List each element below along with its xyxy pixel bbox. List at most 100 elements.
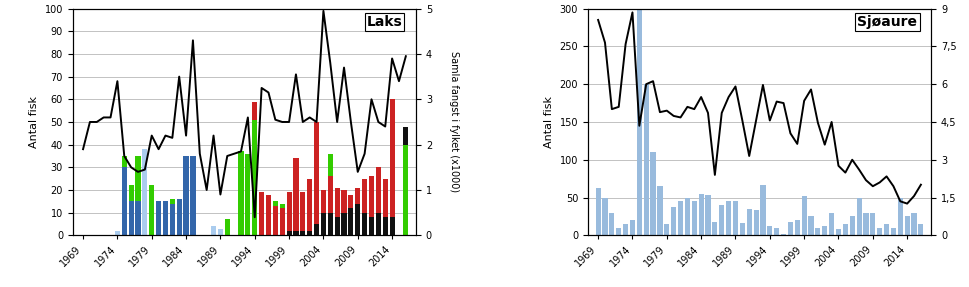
Bar [800,196,806,235]
Bar [773,228,778,235]
Bar [286,231,292,235]
Bar [918,224,922,235]
Text: Sjøaure: Sjøaure [857,15,917,29]
Bar [266,195,270,235]
Text: Laks: Laks [366,15,402,29]
Bar [170,203,174,235]
Bar [746,209,751,235]
Bar [718,205,724,235]
Bar [210,226,216,235]
Y-axis label: Antal fisk: Antal fisk [29,96,39,148]
Bar [245,154,250,235]
Bar [677,201,682,235]
Bar [657,186,662,235]
Bar [883,224,889,235]
Bar [403,145,408,235]
Bar [218,228,223,235]
Bar [293,231,298,235]
Bar [341,190,346,213]
Bar [328,177,332,213]
Bar [375,167,381,213]
Bar [314,224,319,235]
Bar [375,213,381,235]
Bar [170,199,174,203]
Bar [766,226,771,235]
Bar [129,185,134,201]
Bar [348,208,353,235]
Bar [691,201,696,235]
Bar [321,213,326,235]
Bar [629,220,635,235]
Bar [390,99,394,217]
Bar [238,152,243,235]
Bar [355,203,359,235]
Bar [403,127,408,145]
Bar [300,192,305,231]
Bar [286,192,292,231]
Y-axis label: Antal fisk: Antal fisk [544,96,553,148]
Bar [252,120,257,235]
Bar [602,197,607,235]
Bar [183,156,188,235]
Bar [835,229,840,235]
Bar [794,220,799,235]
Bar [114,231,120,235]
Bar [622,224,628,235]
Bar [842,224,847,235]
Bar [314,122,319,224]
Bar [142,149,147,235]
Bar [348,195,353,208]
Bar [321,190,326,213]
Bar [328,213,332,235]
Bar [733,201,737,235]
Bar [609,213,613,235]
Bar [615,228,621,235]
Bar [121,167,127,235]
Bar [671,207,675,235]
Bar [390,217,394,235]
Bar [684,197,689,235]
Bar [382,217,388,235]
Bar [121,156,127,167]
Bar [163,201,168,235]
Bar [787,222,793,235]
Bar [176,199,181,235]
Bar [739,223,744,235]
Bar [361,213,367,235]
Bar [136,156,141,201]
Bar [334,217,339,235]
Bar [368,217,374,235]
Bar [300,231,305,235]
Bar [904,216,909,235]
Bar [753,210,758,235]
Bar [807,216,813,235]
Bar [760,185,765,235]
Bar [828,213,833,235]
Bar [279,203,285,208]
Bar [279,208,285,235]
Bar [136,201,141,235]
Bar [896,197,902,235]
Bar [822,226,827,235]
Bar [361,179,367,213]
Bar [259,192,264,235]
Bar [355,188,359,203]
Bar [704,195,710,235]
Bar [252,102,257,120]
Bar [869,213,874,235]
Bar [862,213,867,235]
Bar [856,197,860,235]
Bar [890,228,895,235]
Bar [876,228,882,235]
Bar [780,234,785,235]
Bar [190,156,196,235]
Bar [272,201,278,206]
Bar [334,188,339,217]
Bar [711,222,717,235]
Bar [368,177,374,217]
Y-axis label: Samla fangst i fylket (x1000): Samla fangst i fylket (x1000) [449,51,458,193]
Bar [849,216,854,235]
Bar [911,213,916,235]
Bar [307,231,312,235]
Bar [636,9,641,235]
